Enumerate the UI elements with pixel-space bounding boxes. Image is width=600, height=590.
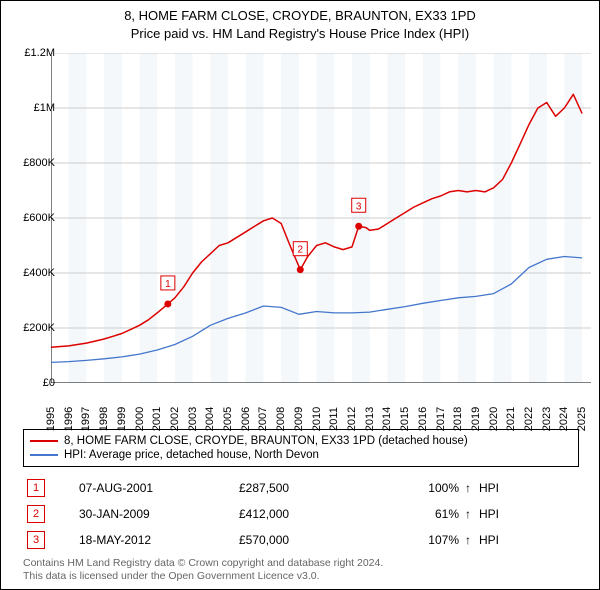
x-tick-label: 2013 [364, 407, 376, 431]
legend-box: 8, HOME FARM CLOSE, CROYDE, BRAUNTON, EX… [23, 429, 579, 467]
footer-attribution: Contains HM Land Registry data © Crown c… [23, 557, 579, 584]
y-tick-label: £1M [5, 102, 55, 114]
marker-date: 07-AUG-2001 [79, 481, 239, 495]
x-tick-label: 1995 [45, 407, 57, 431]
marker-price: £570,000 [239, 533, 369, 547]
legend-swatch [30, 454, 58, 456]
legend-label: 8, HOME FARM CLOSE, CROYDE, BRAUNTON, EX… [64, 435, 468, 447]
marker-price: £412,000 [239, 507, 369, 521]
y-tick-label: £0 [5, 377, 55, 389]
x-tick-label: 2008 [275, 407, 287, 431]
x-tick-label: 2010 [311, 407, 323, 431]
marker-date: 18-MAY-2012 [79, 533, 239, 547]
x-tick-label: 2000 [134, 407, 146, 431]
chart-container: 8, HOME FARM CLOSE, CROYDE, BRAUNTON, EX… [0, 0, 600, 590]
x-tick-label: 2018 [452, 407, 464, 431]
marker-dot [297, 266, 304, 273]
marker-number: 3 [356, 201, 362, 212]
x-tick-label: 2002 [169, 407, 181, 431]
x-tick-label: 1997 [80, 407, 92, 431]
chart-svg: 1 2 3 [51, 53, 591, 383]
x-tick-label: 2001 [151, 407, 163, 431]
marker-table-row: 2 30-JAN-2009£412,00061%↑HPI [23, 501, 579, 527]
x-tick-label: 2003 [187, 407, 199, 431]
x-tick-label: 2017 [435, 407, 447, 431]
x-tick-label: 2007 [257, 407, 269, 431]
chart-title-block: 8, HOME FARM CLOSE, CROYDE, BRAUNTON, EX… [1, 1, 599, 44]
x-tick-label: 2016 [417, 407, 429, 431]
marker-table-box: 3 [27, 531, 45, 549]
chart-title-line1: 8, HOME FARM CLOSE, CROYDE, BRAUNTON, EX… [11, 7, 589, 25]
y-tick-label: £1.2M [5, 47, 55, 59]
x-tick-label: 2023 [541, 407, 553, 431]
marker-number: 2 [298, 245, 304, 256]
marker-hpi-label: HPI [479, 533, 519, 547]
x-tick-label: 2015 [399, 407, 411, 431]
marker-table-box: 1 [27, 479, 45, 497]
up-arrow-icon: ↑ [465, 533, 479, 547]
marker-hpi-label: HPI [479, 481, 519, 495]
marker-date: 30-JAN-2009 [79, 507, 239, 521]
x-tick-label: 2005 [222, 407, 234, 431]
chart-plot-area: 1 2 3 [51, 53, 591, 383]
y-tick-label: £400K [5, 267, 55, 279]
marker-hpi-label: HPI [479, 507, 519, 521]
marker-table-row: 1 07-AUG-2001£287,500100%↑HPI [23, 475, 579, 501]
marker-pct: 61% [369, 507, 465, 521]
x-tick-label: 2011 [328, 407, 340, 431]
legend-row: 8, HOME FARM CLOSE, CROYDE, BRAUNTON, EX… [30, 434, 572, 448]
legend-swatch [30, 440, 58, 442]
x-tick-label: 2009 [293, 407, 305, 431]
x-tick-label: 2025 [576, 407, 588, 431]
up-arrow-icon: ↑ [465, 507, 479, 521]
x-tick-label: 2012 [346, 407, 358, 431]
footer-line2: This data is licensed under the Open Gov… [23, 570, 579, 584]
x-tick-label: 2024 [558, 407, 570, 431]
x-tick-label: 2004 [204, 407, 216, 431]
x-tick-label: 2019 [470, 407, 482, 431]
marker-price: £287,500 [239, 481, 369, 495]
marker-pct: 107% [369, 533, 465, 547]
marker-dot [355, 223, 362, 230]
x-axis-labels: 1995199619971998199920002001200220032004… [51, 385, 591, 429]
marker-table-row: 3 18-MAY-2012£570,000107%↑HPI [23, 527, 579, 553]
x-tick-label: 1996 [63, 407, 75, 431]
marker-number: 1 [165, 279, 171, 290]
marker-table-box: 2 [27, 505, 45, 523]
marker-pct: 100% [369, 481, 465, 495]
marker-table: 107-AUG-2001£287,500100%↑HPI230-JAN-2009… [23, 475, 579, 553]
x-tick-label: 2014 [381, 407, 393, 431]
legend-row: HPI: Average price, detached house, Nort… [30, 448, 572, 462]
footer-line1: Contains HM Land Registry data © Crown c… [23, 557, 579, 571]
x-tick-label: 1999 [116, 407, 128, 431]
y-tick-label: £200K [5, 322, 55, 334]
x-tick-label: 2022 [523, 407, 535, 431]
x-tick-label: 1998 [98, 407, 110, 431]
legend-label: HPI: Average price, detached house, Nort… [64, 449, 319, 461]
y-tick-label: £600K [5, 212, 55, 224]
y-tick-label: £800K [5, 157, 55, 169]
x-tick-label: 2021 [505, 407, 517, 431]
marker-dot [164, 300, 171, 307]
up-arrow-icon: ↑ [465, 481, 479, 495]
x-tick-label: 2020 [488, 407, 500, 431]
x-tick-label: 2006 [240, 407, 252, 431]
chart-title-line2: Price paid vs. HM Land Registry's House … [11, 25, 589, 43]
